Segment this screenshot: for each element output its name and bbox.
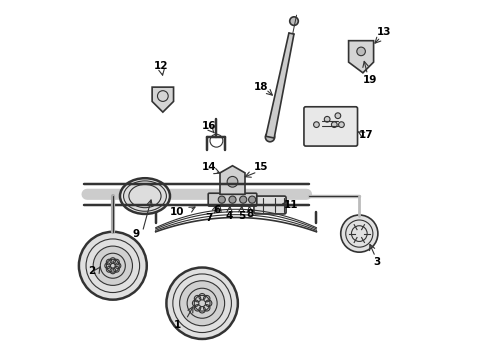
Circle shape <box>335 113 341 118</box>
Text: 4: 4 <box>225 211 233 221</box>
Text: 15: 15 <box>254 162 269 172</box>
Polygon shape <box>220 166 245 194</box>
Circle shape <box>339 122 344 127</box>
Text: 7: 7 <box>206 212 213 222</box>
Ellipse shape <box>123 181 167 211</box>
FancyBboxPatch shape <box>254 196 286 214</box>
Circle shape <box>290 17 298 26</box>
Polygon shape <box>266 33 294 138</box>
Text: 8: 8 <box>247 209 254 219</box>
FancyBboxPatch shape <box>304 107 358 146</box>
Text: 18: 18 <box>254 82 269 92</box>
Circle shape <box>266 132 275 142</box>
Text: 5: 5 <box>238 211 245 221</box>
Polygon shape <box>348 41 373 73</box>
Circle shape <box>218 196 225 203</box>
Text: 10: 10 <box>170 207 184 217</box>
Circle shape <box>331 122 337 127</box>
Circle shape <box>229 196 236 203</box>
Circle shape <box>167 267 238 339</box>
Text: 13: 13 <box>377 27 392 37</box>
Text: 6: 6 <box>214 205 221 215</box>
Ellipse shape <box>120 178 170 214</box>
Circle shape <box>79 232 147 300</box>
Circle shape <box>341 215 378 252</box>
FancyBboxPatch shape <box>208 193 257 206</box>
Text: 19: 19 <box>363 75 377 85</box>
Text: 11: 11 <box>284 200 299 210</box>
Circle shape <box>314 122 319 127</box>
Text: 1: 1 <box>173 320 181 330</box>
Text: 17: 17 <box>359 130 374 140</box>
Text: 2: 2 <box>88 266 95 276</box>
Circle shape <box>248 196 256 203</box>
Text: 16: 16 <box>202 121 217 131</box>
Circle shape <box>357 47 366 56</box>
Circle shape <box>93 246 132 285</box>
Circle shape <box>324 116 330 122</box>
Text: 9: 9 <box>132 229 140 239</box>
Circle shape <box>180 281 224 326</box>
Circle shape <box>240 196 247 203</box>
Circle shape <box>227 176 238 187</box>
Polygon shape <box>152 87 173 112</box>
Text: 3: 3 <box>373 257 381 267</box>
Text: 12: 12 <box>154 61 168 71</box>
Text: 14: 14 <box>202 162 217 172</box>
